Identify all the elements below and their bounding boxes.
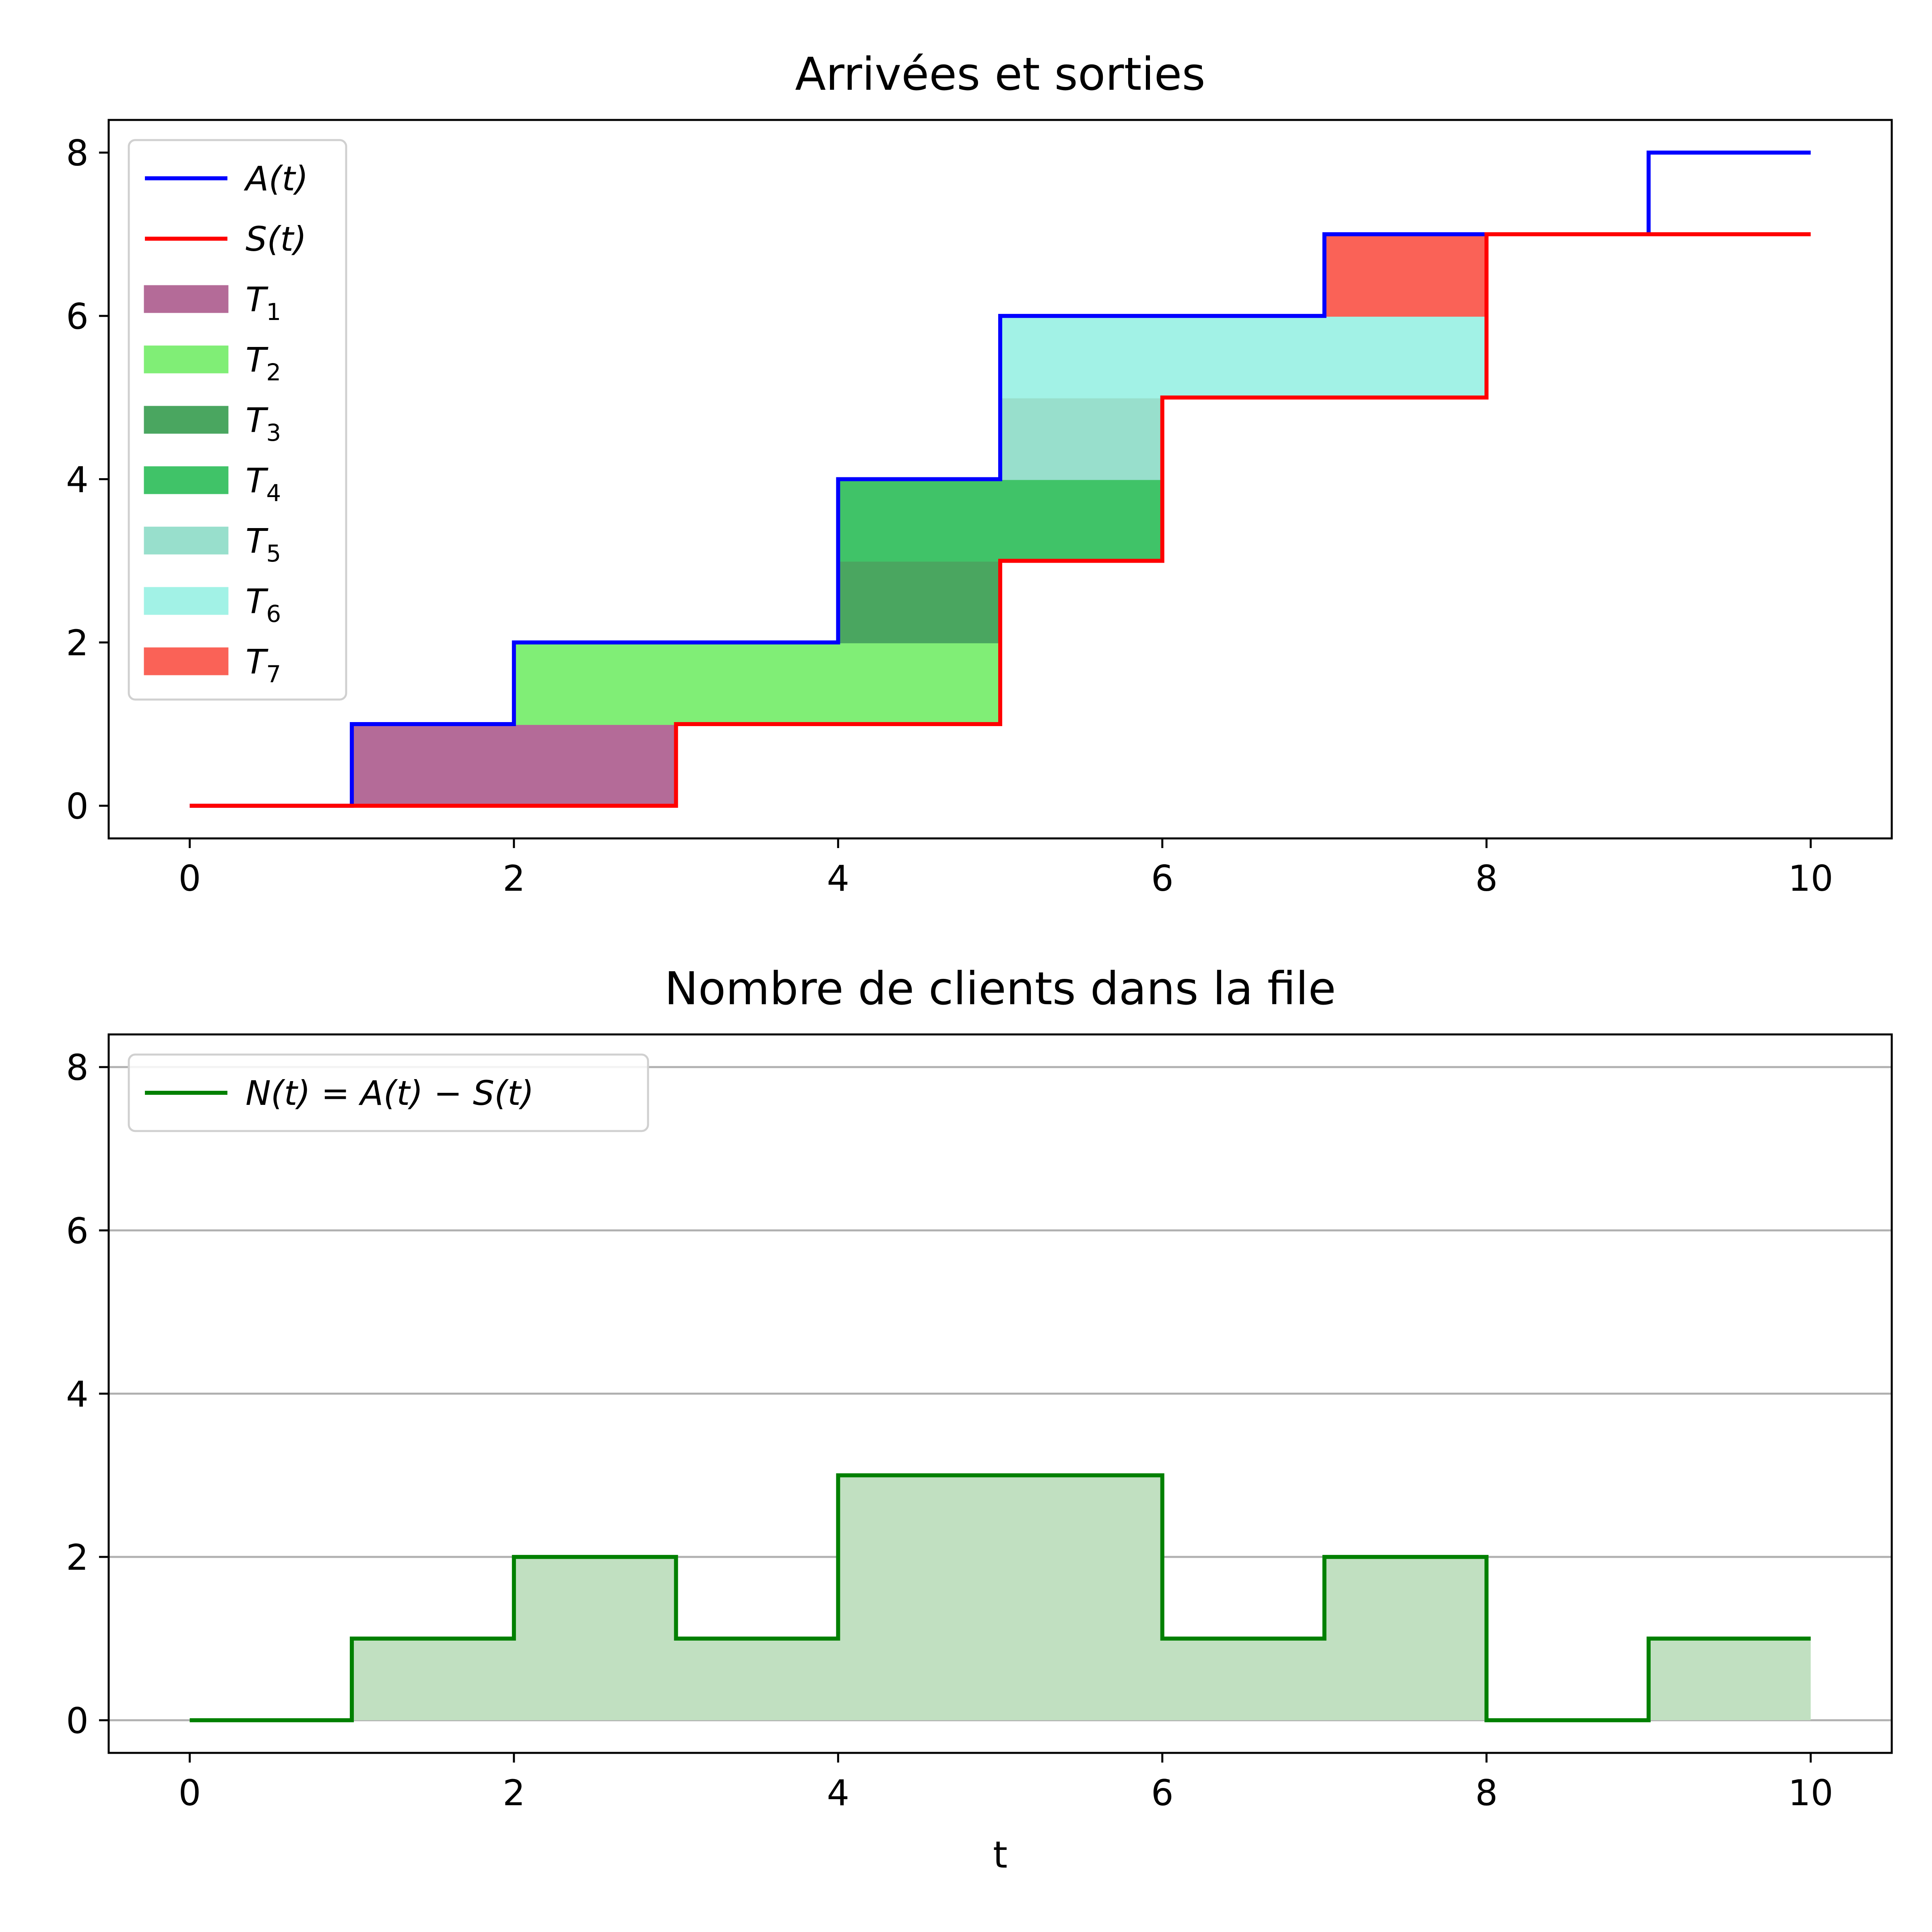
x-tick-label: 2 [503, 1772, 525, 1814]
region-T2 [513, 642, 1001, 725]
x-tick-label: 0 [178, 1772, 201, 1814]
legend-label: A(t) [244, 159, 308, 198]
legend-subscript: 7 [266, 661, 281, 688]
legend-subscript: 6 [266, 600, 281, 627]
legend-patch-swatch [144, 406, 229, 434]
legend-subscript: 5 [266, 540, 281, 567]
chart-title: Nombre de clients dans la file [665, 963, 1336, 1015]
legend-patch-swatch [144, 285, 229, 313]
legend-label: N(t) = A(t) − S(t) [246, 1073, 534, 1113]
legend-subscript: 2 [266, 359, 281, 386]
series-line-2 [190, 232, 1811, 808]
x-tick-label: 6 [1151, 858, 1174, 899]
x-tick-label: 8 [1475, 1772, 1498, 1814]
x-tick-label: 10 [1788, 1772, 1833, 1814]
y-tick-label: 8 [66, 1047, 89, 1088]
x-tick-label: 10 [1788, 858, 1833, 899]
legend-patch-swatch [144, 647, 229, 675]
region-T7 [1323, 233, 1488, 317]
series-line-1 [190, 1473, 1811, 1722]
legend-patch-swatch [144, 526, 229, 555]
y-tick-label: 6 [66, 1210, 89, 1252]
y-tick-label: 4 [66, 1374, 89, 1415]
legend-box [128, 1053, 649, 1132]
region-T6 [999, 315, 1488, 398]
area-fill [190, 1475, 1811, 1720]
y-tick-label: 4 [66, 459, 89, 501]
legend: N(t) = A(t) − S(t) [128, 1053, 649, 1132]
x-tick-label: 0 [178, 858, 201, 899]
legend-subscript: 3 [266, 419, 281, 446]
y-tick-label: 0 [66, 1700, 89, 1742]
region-T1 [351, 723, 677, 807]
legend-subscript: 4 [266, 479, 281, 507]
x-tick-label: 8 [1475, 858, 1498, 899]
legend-subscript: 1 [266, 298, 281, 326]
legend-patch-swatch [144, 587, 229, 615]
y-tick-label: 2 [66, 622, 89, 664]
region-T3 [837, 560, 1001, 644]
x-tick-label: 4 [827, 858, 849, 899]
x-tick-label: 4 [827, 1772, 849, 1814]
x-tick-label: 6 [1151, 1772, 1174, 1814]
chart-title: Arrivées et sorties [795, 48, 1205, 101]
region-T4 [837, 478, 1163, 562]
y-tick-label: 8 [66, 132, 89, 174]
x-axis-label: t [993, 1833, 1007, 1876]
legend-patch-swatch [144, 466, 229, 494]
y-tick-label: 0 [66, 786, 89, 827]
legend-label: S(t) [246, 219, 307, 259]
x-tick-label: 2 [503, 858, 525, 899]
legend-patch-swatch [144, 345, 229, 374]
chart-panel-2: Nombre de clients dans la file 0 2 4 6 8 10 0 2 4… [66, 963, 1893, 1876]
y-tick-label: 2 [66, 1537, 89, 1578]
region-T5 [999, 396, 1163, 480]
legend-box [128, 139, 347, 701]
y-tick-label: 6 [66, 296, 89, 337]
